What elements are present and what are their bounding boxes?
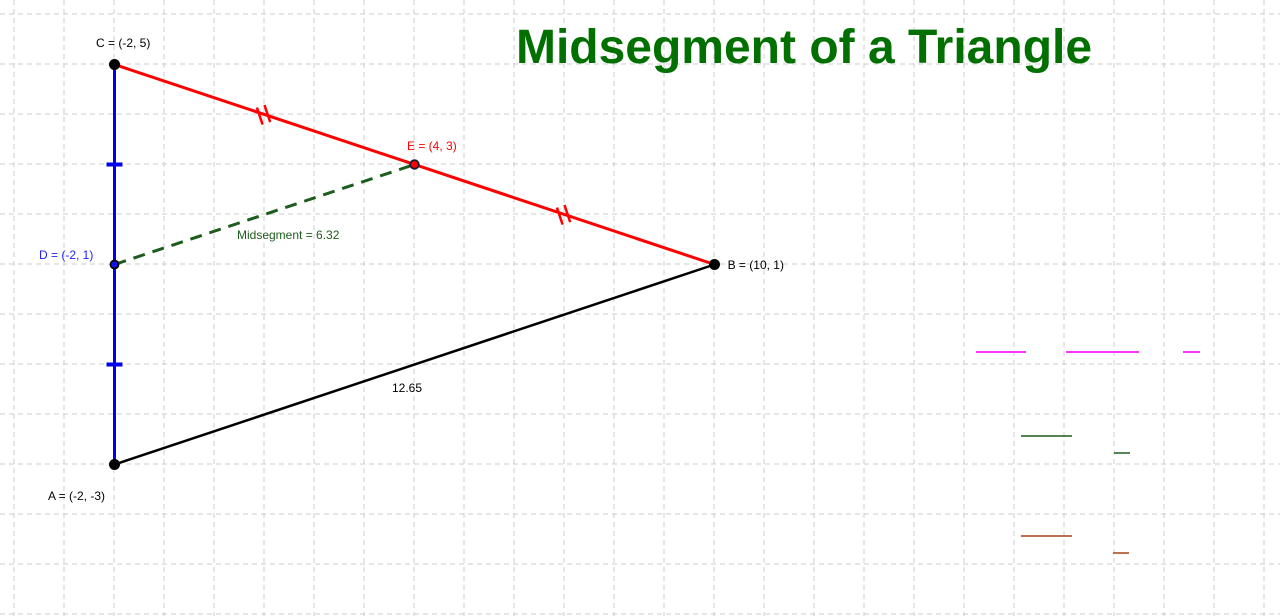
svg-text:12.65: 12.65 (392, 381, 422, 395)
svg-text:Midsegment = 6.32: Midsegment = 6.32 (237, 228, 340, 242)
svg-text:C = (-2, 5): C = (-2, 5) (96, 36, 150, 50)
svg-text:E = (4, 3): E = (4, 3) (407, 139, 457, 153)
svg-text:A = (-2, -3): A = (-2, -3) (48, 489, 105, 503)
svg-text:Midsegment of a Triangle: Midsegment of a Triangle (516, 21, 1092, 74)
svg-text:D = (-2, 1): D = (-2, 1) (39, 248, 93, 262)
svg-text:B = (10, 1): B = (10, 1) (728, 258, 784, 272)
